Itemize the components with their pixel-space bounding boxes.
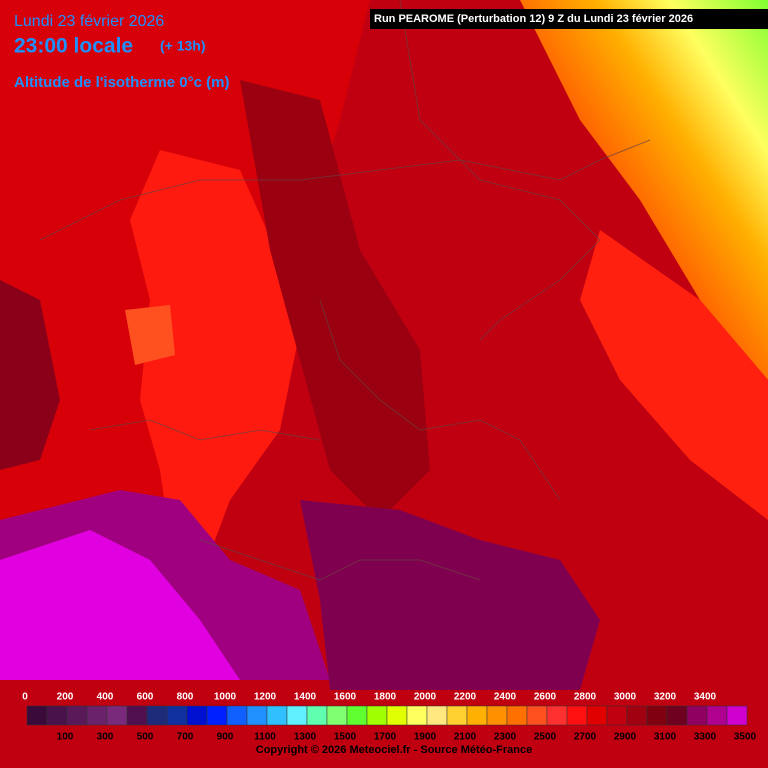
legend-swatch [386, 705, 408, 726]
legend-swatch [346, 705, 368, 726]
legend-swatch [586, 705, 608, 726]
legend-swatch [506, 705, 528, 726]
legend-swatch [626, 705, 648, 726]
legend-label: 400 [97, 692, 114, 703]
legend-label: 1500 [334, 732, 357, 743]
legend-swatch [366, 705, 388, 726]
legend-label: 3500 [734, 732, 757, 743]
legend-swatch [566, 705, 588, 726]
legend-label: 1300 [294, 732, 317, 743]
legend-swatch [286, 705, 308, 726]
legend-swatch [546, 705, 568, 726]
parameter-label: Altitude de l'isotherme 0°c (m) [14, 74, 229, 91]
legend-label: 3300 [694, 732, 717, 743]
time-label: 23:00 locale [14, 35, 133, 58]
legend-label: 0 [22, 692, 28, 703]
legend-swatch [406, 705, 428, 726]
legend-swatch [466, 705, 488, 726]
copyright: Copyright © 2026 Meteociel.fr - Source M… [256, 744, 532, 756]
legend-label: 800 [177, 692, 194, 703]
legend-swatch [226, 705, 248, 726]
legend-label: 1000 [214, 692, 237, 703]
run-banner [370, 9, 768, 29]
legend-label: 2700 [574, 732, 597, 743]
legend-swatch [186, 705, 208, 726]
field-dark-west [0, 280, 60, 470]
legend-swatch [706, 705, 728, 726]
legend-swatch [206, 705, 228, 726]
legend-label: 2100 [454, 732, 477, 743]
legend-label: 2400 [494, 692, 517, 703]
field-northeast [520, 0, 768, 380]
field-bright-red [130, 150, 300, 580]
legend-swatch [26, 705, 48, 726]
field-dark-red [240, 80, 430, 520]
legend-swatch [266, 705, 288, 726]
legend-label: 2200 [454, 692, 477, 703]
legend-swatch [146, 705, 168, 726]
legend-swatch [726, 705, 748, 726]
legend-label: 2900 [614, 732, 637, 743]
legend-label: 100 [57, 732, 74, 743]
legend-swatch [686, 705, 708, 726]
field-east [580, 230, 768, 520]
legend-label: 3400 [694, 692, 717, 703]
legend-label: 2800 [574, 692, 597, 703]
legend-swatch [486, 705, 508, 726]
legend-label: 2300 [494, 732, 517, 743]
legend-swatch [526, 705, 548, 726]
legend-label: 1800 [374, 692, 397, 703]
legend-label: 900 [217, 732, 234, 743]
legend-swatch [306, 705, 328, 726]
field-magenta [0, 530, 240, 680]
borders [39, 0, 651, 581]
legend-swatch [246, 705, 268, 726]
legend-label: 1600 [334, 692, 357, 703]
legend-label: 1900 [414, 732, 437, 743]
legend-label: 2000 [414, 692, 437, 703]
legend-swatch [326, 705, 348, 726]
legend-swatch [66, 705, 88, 726]
legend-label: 1400 [294, 692, 317, 703]
legend-swatch [166, 705, 188, 726]
legend-label: 300 [97, 732, 114, 743]
legend-label: 1100 [254, 732, 276, 743]
legend-label: 2500 [534, 732, 557, 743]
legend-label: 700 [177, 732, 194, 743]
legend-label: 3100 [654, 732, 677, 743]
legend-swatch [126, 705, 148, 726]
legend-swatch [446, 705, 468, 726]
legend-swatch [646, 705, 668, 726]
legend-label: 500 [137, 732, 154, 743]
legend-swatch [426, 705, 448, 726]
run-label: Run PEAROME (Perturbation 12) 9 Z du Lun… [374, 13, 693, 25]
date-label: Lundi 23 février 2026 [14, 13, 164, 30]
legend-label: 200 [57, 692, 74, 703]
field-orange-spot [125, 305, 175, 365]
legend-swatch [606, 705, 628, 726]
legend-swatch [86, 705, 108, 726]
legend-label: 1200 [254, 692, 277, 703]
field-dark-purple [300, 500, 600, 690]
legend-label: 1700 [374, 732, 397, 743]
legend-swatch [106, 705, 128, 726]
legend-label: 600 [137, 692, 154, 703]
legend-label: 3000 [614, 692, 637, 703]
legend-label: 3200 [654, 692, 677, 703]
legend: 0 100 200 300 400 500 600 700 800 900 1000 1100 1200… [22, 692, 756, 743]
legend-label: 2600 [534, 692, 557, 703]
offset-label: (+ 13h) [160, 38, 206, 54]
legend-swatch [46, 705, 68, 726]
legend-swatch [666, 705, 688, 726]
